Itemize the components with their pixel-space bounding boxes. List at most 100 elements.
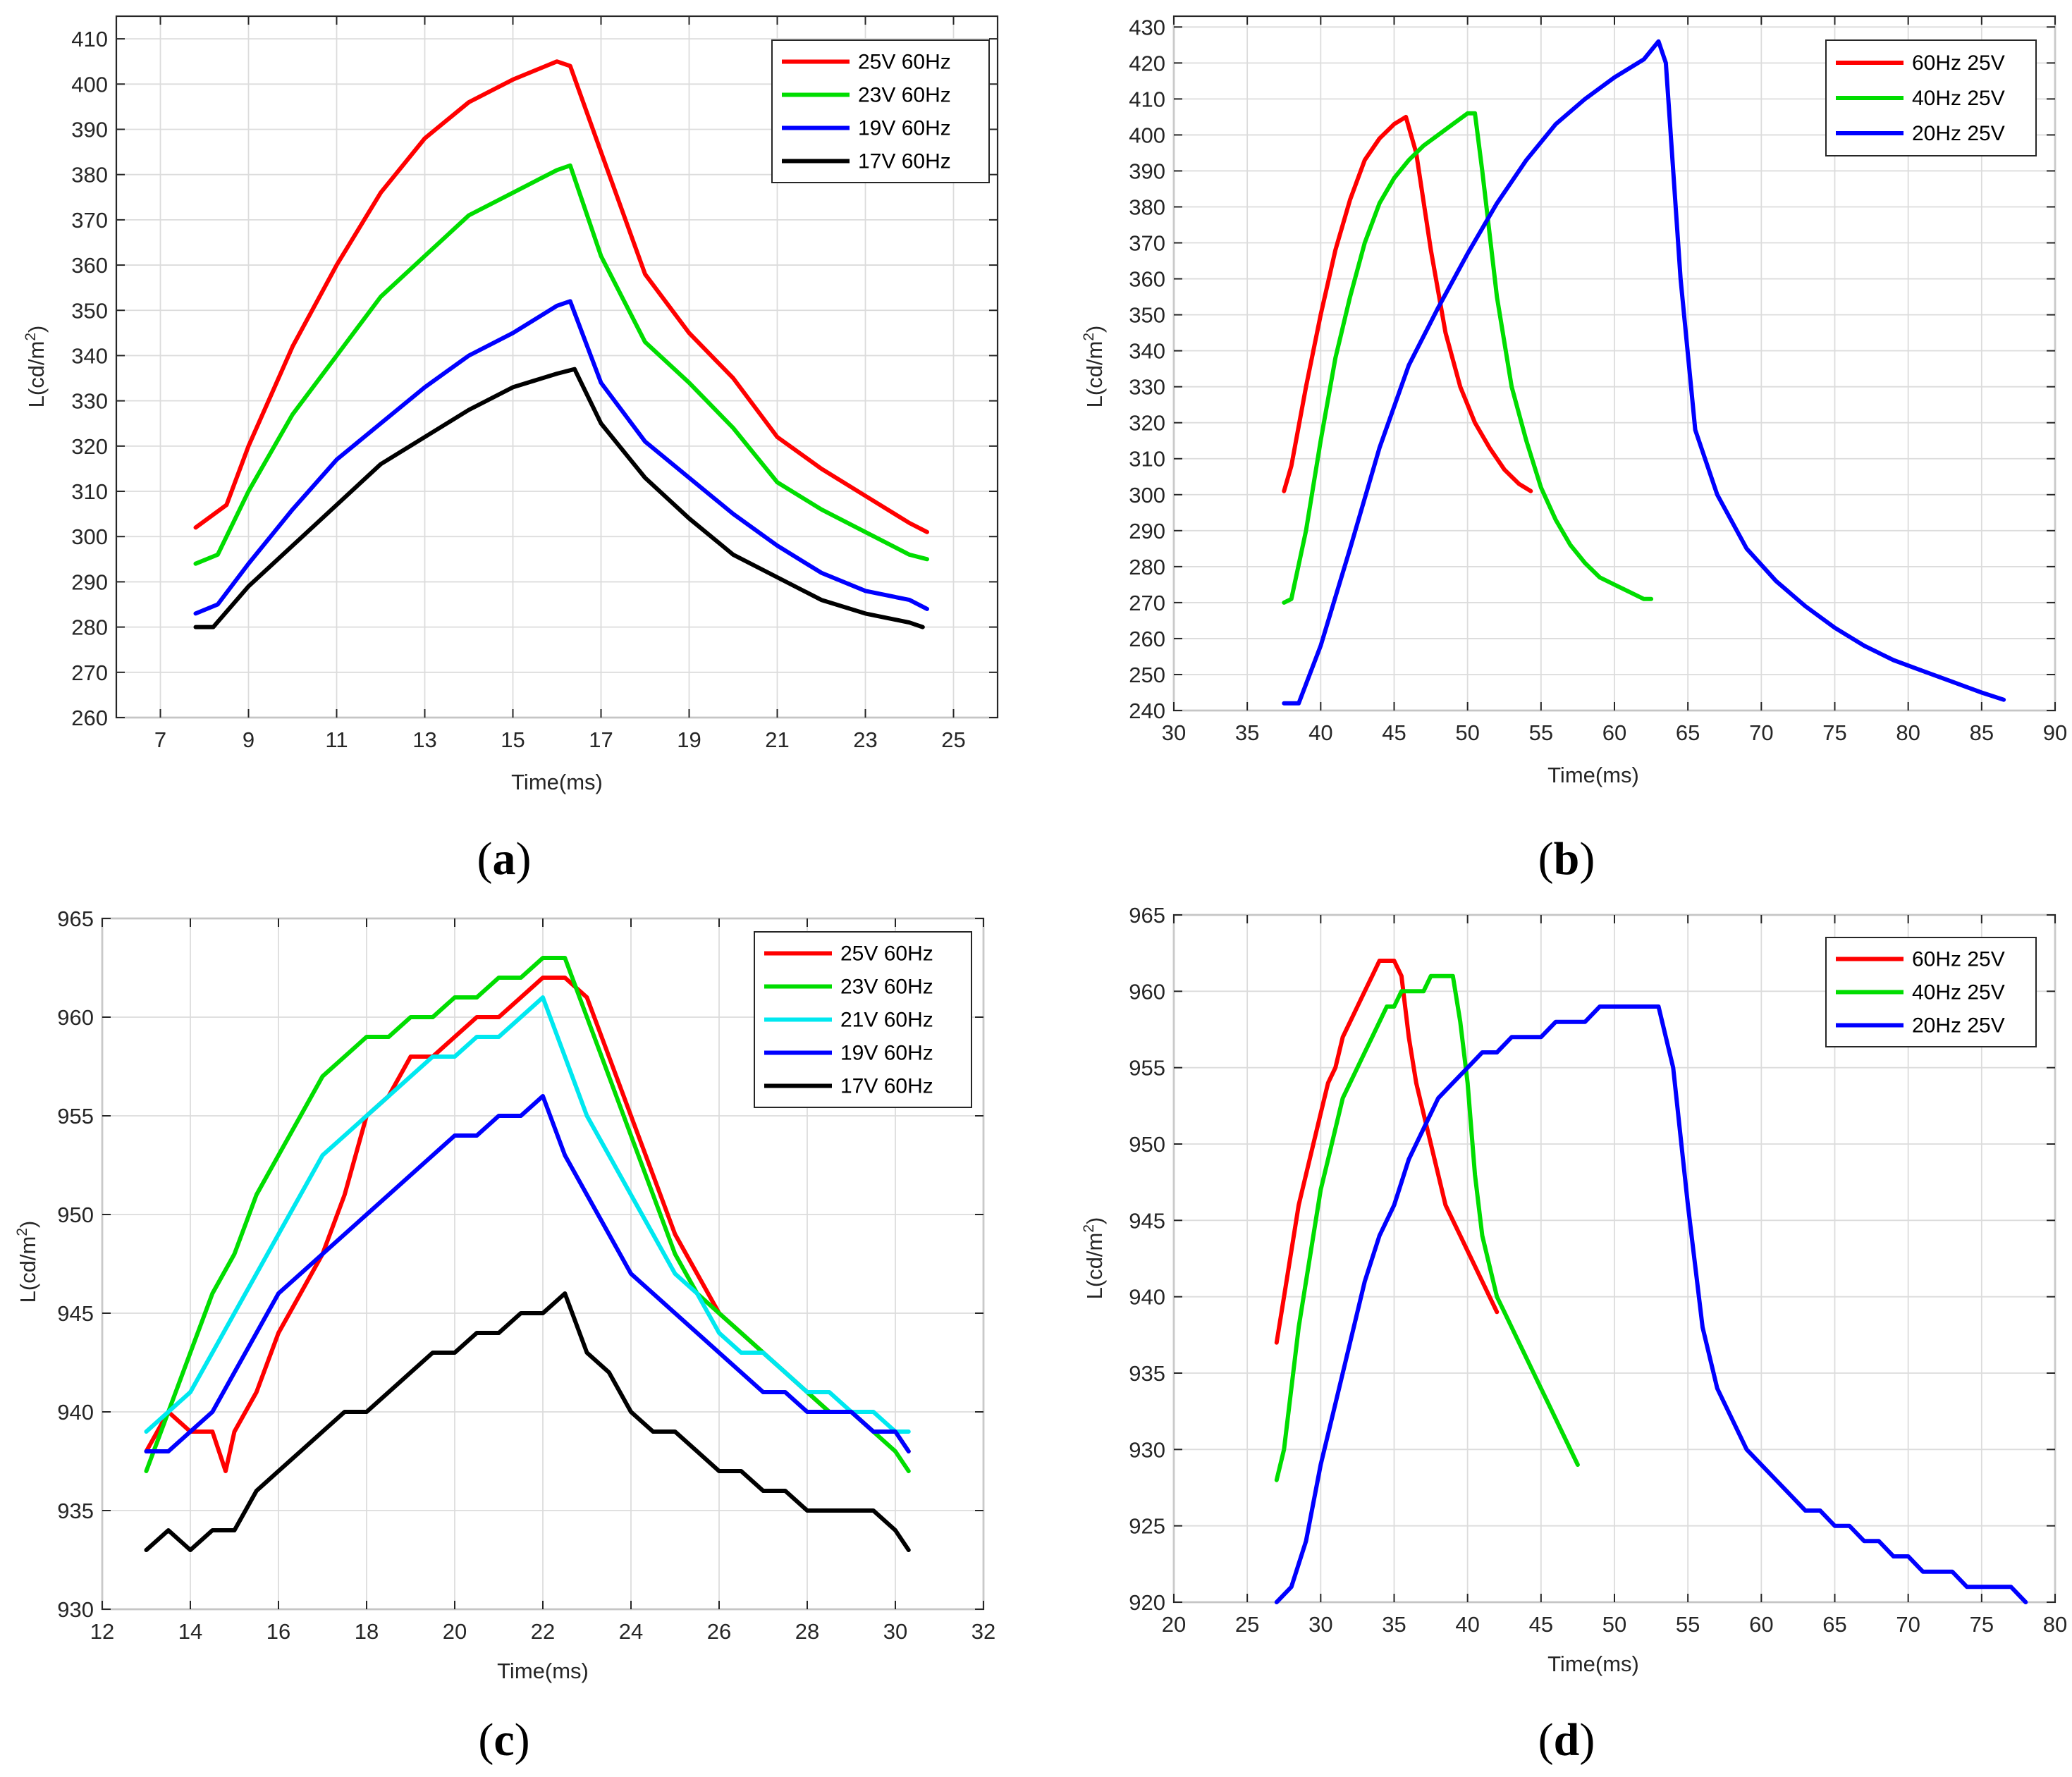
y-tick-label: 925 — [1129, 1514, 1165, 1539]
x-tick-label: 60 — [1602, 720, 1626, 745]
x-tick-label: 22 — [531, 1619, 555, 1644]
panel-label-b: (b) — [1538, 833, 1595, 885]
legend: 25V 60Hz 23V 60Hz 21V 60Hz 19V 60Hz 17V 60Hz — [754, 931, 972, 1108]
legend-label: 17V 60Hz — [840, 1075, 933, 1098]
legend-label: 23V 60Hz — [858, 84, 951, 107]
y-tick-label: 400 — [71, 72, 108, 97]
x-tick-label: 50 — [1602, 1612, 1626, 1637]
y-tick-label: 310 — [1129, 447, 1165, 472]
x-tick-label: 35 — [1235, 720, 1259, 745]
x-tick-label: 18 — [355, 1619, 379, 1644]
x-tick-label: 14 — [178, 1619, 202, 1644]
legend-label: 20Hz 25V — [1912, 1014, 2005, 1038]
y-tick-label: 960 — [57, 1005, 94, 1030]
legend-label: 20Hz 25V — [1912, 122, 2005, 145]
y-axis-label: L(cd/m2) — [23, 326, 49, 408]
y-tick-label: 290 — [71, 570, 108, 594]
x-tick-label: 20 — [443, 1619, 467, 1644]
x-tick-label: 20 — [1162, 1612, 1186, 1637]
x-tick-label: 35 — [1382, 1612, 1406, 1637]
y-tick-label: 930 — [57, 1597, 94, 1622]
y-tick-label: 955 — [57, 1104, 94, 1129]
x-tick-label: 12 — [90, 1619, 114, 1644]
x-tick-label: 70 — [1896, 1612, 1920, 1637]
ticks: 20 25 30 35 40 45 50 55 60 65 70 75 80 920 925 930 935 94… — [1129, 903, 2067, 1637]
y-tick-label: 950 — [57, 1203, 94, 1227]
x-tick-label: 50 — [1455, 720, 1479, 745]
legend-label: 19V 60Hz — [840, 1042, 933, 1065]
x-tick-label: 75 — [1822, 720, 1846, 745]
y-tick-label: 920 — [1129, 1590, 1165, 1615]
y-axis-label: L(cd/m2) — [1081, 1217, 1107, 1300]
panel-label-d: (d) — [1538, 1714, 1595, 1766]
legend-label: 25V 60Hz — [840, 942, 933, 966]
x-tick-label: 11 — [325, 727, 348, 752]
y-tick-label: 410 — [71, 27, 108, 51]
legend: 25V 60Hz 23V 60Hz 19V 60Hz 17V 60Hz — [771, 39, 990, 183]
y-tick-label: 965 — [57, 906, 94, 931]
x-tick-label: 32 — [971, 1619, 995, 1644]
y-tick-label: 300 — [71, 524, 108, 549]
y-tick-label: 370 — [1129, 231, 1165, 256]
legend: 60Hz 25V 40Hz 25V 20Hz 25V — [1825, 937, 2037, 1047]
y-tick-label: 935 — [1129, 1361, 1165, 1386]
series-line-2 — [193, 163, 929, 566]
series-lines — [1282, 39, 2006, 706]
series-line-1 — [1282, 114, 1533, 493]
y-tick-label: 330 — [71, 389, 108, 414]
ticks: 12 14 16 18 20 22 24 26 28 30 32 930 935 940 945 950 955… — [57, 906, 995, 1644]
y-tick-label: 400 — [1129, 123, 1165, 147]
x-tick-label: 9 — [243, 727, 255, 752]
series-lines — [1274, 959, 2028, 1604]
y-tick-label: 240 — [1129, 699, 1165, 723]
legend-label: 60Hz 25V — [1912, 51, 2005, 75]
ticks: 30 35 40 45 50 55 60 65 70 75 80 85 90 240 250 260 270 28… — [1129, 15, 2067, 745]
legend-label: 19V 60Hz — [858, 117, 951, 140]
x-tick-label: 16 — [266, 1619, 290, 1644]
legend: 60Hz 25V 40Hz 25V 20Hz 25V — [1825, 39, 2037, 156]
x-tick-label: 55 — [1676, 1612, 1700, 1637]
y-tick-label: 930 — [1129, 1437, 1165, 1462]
x-tick-label: 70 — [1749, 720, 1773, 745]
series-line-1 — [193, 59, 929, 534]
chart-panel-c: 12 14 16 18 20 22 24 26 28 30 32 930 935 940 945 950 955… — [14, 906, 995, 1766]
x-axis-label: Time(ms) — [511, 770, 603, 794]
x-tick-label: 28 — [795, 1619, 819, 1644]
x-tick-label: 40 — [1308, 720, 1332, 745]
x-tick-label: 55 — [1529, 720, 1553, 745]
y-tick-label: 280 — [71, 615, 108, 640]
x-tick-label: 45 — [1529, 1612, 1553, 1637]
y-tick-label: 330 — [1129, 375, 1165, 400]
x-tick-label: 24 — [619, 1619, 643, 1644]
x-axis-label: Time(ms) — [1547, 1652, 1639, 1676]
y-tick-label: 350 — [1129, 303, 1165, 328]
legend-label: 60Hz 25V — [1912, 948, 2005, 971]
x-tick-label: 25 — [1235, 1612, 1259, 1637]
legend-label: 21V 60Hz — [840, 1009, 933, 1032]
series-line-2 — [1282, 111, 1654, 605]
y-tick-label: 370 — [71, 208, 108, 233]
chart-panel-a: 7 9 11 13 15 17 19 21 23 25 260 270 280 290 300 310 320 3… — [23, 15, 999, 885]
series-line-3 — [193, 299, 929, 616]
y-tick-label: 270 — [1129, 591, 1165, 615]
y-tick-label: 390 — [71, 117, 108, 142]
y-tick-label: 360 — [1129, 267, 1165, 292]
y-tick-label: 940 — [1129, 1285, 1165, 1310]
series-line-3 — [1282, 39, 2006, 706]
x-tick-label: 21 — [765, 727, 789, 752]
y-tick-label: 430 — [1129, 15, 1165, 39]
y-tick-label: 940 — [57, 1400, 94, 1425]
x-axis-label: Time(ms) — [1547, 763, 1639, 787]
x-tick-label: 15 — [501, 727, 525, 752]
y-tick-label: 935 — [57, 1499, 94, 1523]
legend-label: 25V 60Hz — [858, 51, 951, 74]
y-tick-label: 380 — [71, 163, 108, 187]
ticks: 7 9 11 13 15 17 19 21 23 25 260 270 280 290 300 310 320 3… — [71, 16, 998, 752]
y-axis-label: L(cd/m2) — [14, 1221, 40, 1303]
x-tick-label: 23 — [853, 727, 877, 752]
legend-label: 40Hz 25V — [1912, 981, 2005, 1004]
y-tick-label: 955 — [1129, 1056, 1165, 1081]
y-tick-label: 320 — [71, 434, 108, 459]
x-tick-label: 25 — [941, 727, 965, 752]
